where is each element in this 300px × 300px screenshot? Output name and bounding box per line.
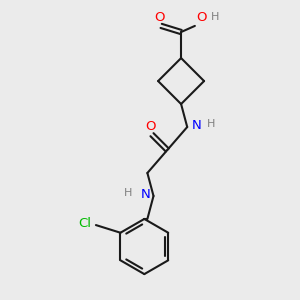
Text: N: N (141, 188, 151, 201)
Text: O: O (145, 120, 156, 133)
Text: O: O (196, 11, 207, 24)
Text: H: H (211, 12, 219, 22)
Text: H: H (124, 188, 132, 198)
Text: N: N (192, 119, 202, 132)
Text: H: H (207, 119, 215, 129)
Text: O: O (154, 11, 165, 24)
Text: Cl: Cl (78, 217, 91, 230)
